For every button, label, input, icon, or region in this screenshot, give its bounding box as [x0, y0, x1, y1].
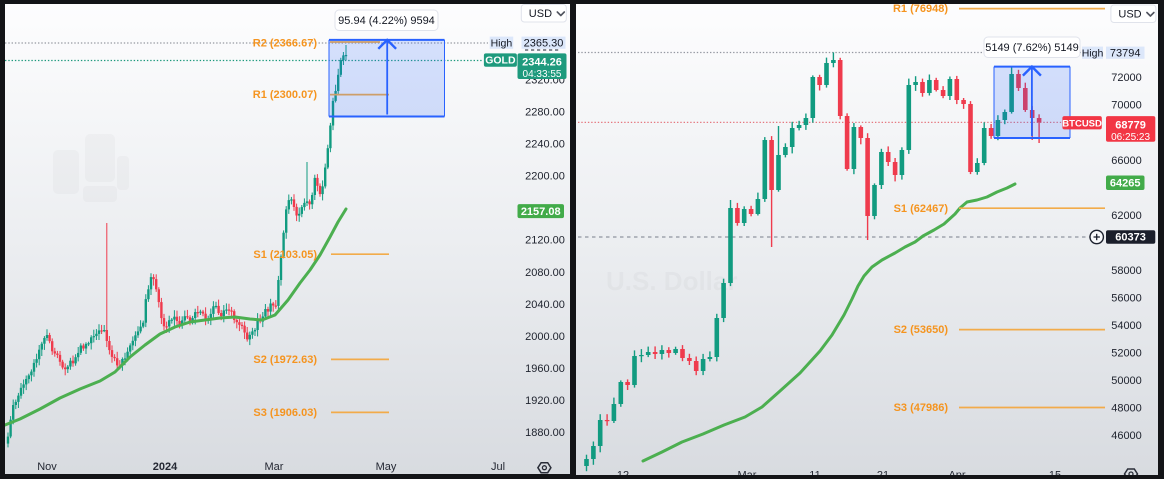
svg-text:2365.30: 2365.30 [524, 38, 564, 50]
svg-text:U.S. Dollar: U.S. Dollar [606, 266, 737, 296]
svg-text:04:33:55: 04:33:55 [523, 69, 562, 80]
svg-text:Mar: Mar [738, 470, 757, 476]
svg-text:70000: 70000 [1111, 100, 1142, 112]
svg-text:73794: 73794 [1110, 48, 1141, 60]
svg-text:2040.00: 2040.00 [525, 299, 565, 311]
svg-text:21: 21 [877, 470, 889, 476]
svg-text:2080.00: 2080.00 [525, 267, 565, 279]
svg-text:68779: 68779 [1115, 119, 1146, 131]
svg-text:1960.00: 1960.00 [525, 363, 565, 375]
svg-text:2200.00: 2200.00 [525, 171, 565, 183]
svg-text:52000: 52000 [1111, 348, 1142, 360]
svg-text:2344.26: 2344.26 [522, 57, 562, 69]
svg-text:R1 (2300.07): R1 (2300.07) [253, 89, 318, 101]
svg-text:95.94 (4.22%) 9594: 95.94 (4.22%) 9594 [338, 15, 435, 27]
svg-text:46000: 46000 [1111, 430, 1142, 442]
svg-text:BTCUSD: BTCUSD [1062, 118, 1102, 129]
svg-text:1880.00: 1880.00 [525, 427, 565, 439]
svg-text:2024: 2024 [153, 461, 178, 473]
svg-text:High: High [1082, 48, 1104, 60]
svg-text:USD: USD [1118, 9, 1141, 21]
svg-text:48000: 48000 [1111, 403, 1142, 415]
svg-text:Apr: Apr [948, 470, 965, 476]
svg-text:1920.00: 1920.00 [525, 395, 565, 407]
svg-text:S1 (2103.05): S1 (2103.05) [253, 249, 317, 261]
svg-text:2120.00: 2120.00 [525, 235, 565, 247]
svg-text:06:25:23: 06:25:23 [1111, 132, 1150, 143]
svg-text:S2 (1972.63): S2 (1972.63) [253, 354, 317, 366]
svg-text:66000: 66000 [1111, 155, 1142, 167]
svg-text:2000.00: 2000.00 [525, 331, 565, 343]
svg-text:54000: 54000 [1111, 320, 1142, 332]
svg-text:2157.08: 2157.08 [521, 206, 561, 218]
svg-text:Jul: Jul [491, 461, 505, 473]
svg-text:11: 11 [809, 470, 820, 476]
svg-text:USD: USD [529, 8, 552, 20]
svg-text:S3 (47986): S3 (47986) [894, 402, 949, 414]
svg-text:58000: 58000 [1111, 265, 1142, 277]
svg-text:50000: 50000 [1111, 375, 1142, 387]
svg-text:2240.00: 2240.00 [525, 139, 565, 151]
svg-text:R2 (2366.67): R2 (2366.67) [253, 37, 318, 49]
svg-text:R1 (76948): R1 (76948) [893, 4, 948, 15]
svg-text:64265: 64265 [1110, 178, 1141, 190]
svg-text:12: 12 [617, 470, 629, 476]
svg-text:72000: 72000 [1111, 72, 1142, 84]
svg-text:62000: 62000 [1111, 210, 1142, 222]
svg-text:60373: 60373 [1115, 232, 1146, 244]
svg-text:May: May [376, 461, 397, 473]
svg-text:2280.00: 2280.00 [525, 106, 565, 118]
svg-text:High: High [491, 38, 513, 50]
svg-text:S1 (62467): S1 (62467) [894, 203, 949, 215]
svg-text:5149 (7.62%) 5149: 5149 (7.62%) 5149 [985, 42, 1079, 54]
svg-text:Mar: Mar [265, 461, 284, 473]
svg-text:GOLD: GOLD [485, 55, 516, 67]
svg-text:S3 (1906.03): S3 (1906.03) [253, 407, 317, 419]
svg-text:15: 15 [1049, 470, 1061, 476]
svg-text:56000: 56000 [1111, 293, 1142, 305]
svg-text:Nov: Nov [37, 461, 57, 473]
svg-text:S2 (53650): S2 (53650) [894, 324, 949, 336]
